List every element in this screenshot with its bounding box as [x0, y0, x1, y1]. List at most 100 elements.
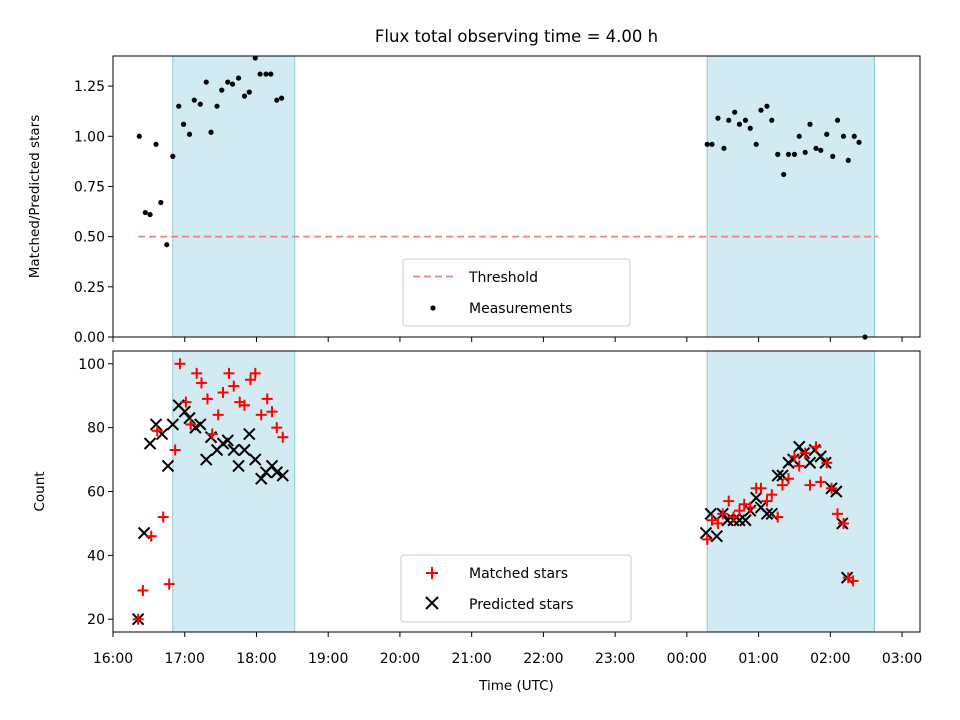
- matched-stars-legend-swatch: [426, 567, 438, 579]
- matched-star-marker: [201, 393, 213, 405]
- y-tick-label: 80: [87, 421, 105, 437]
- bottom-y-ticks: 20 40 60 80 100: [78, 357, 113, 628]
- x-tick-label: 23:00: [595, 651, 635, 667]
- measurement-point: [721, 145, 727, 151]
- measurement-point: [726, 117, 732, 123]
- matched-star-marker: [261, 393, 273, 405]
- matched-stars-markers: [132, 358, 859, 625]
- predicted-star-marker: [200, 453, 213, 466]
- top-axes-frame: [112, 55, 921, 338]
- bottom-x-ticks: 16:00 17:00 18:00 19:00 20:00 21:00 22:00 23:00…: [93, 632, 922, 667]
- measurement-point: [732, 109, 738, 115]
- matched-star-marker: [804, 479, 816, 491]
- matched-star-marker: [821, 457, 833, 469]
- predicted-star-marker: [232, 459, 245, 473]
- measurement-point: [709, 141, 715, 147]
- y-tick-label: 0.00: [74, 330, 105, 346]
- top-legend-box: [402, 258, 631, 327]
- matched-star-marker: [191, 367, 203, 379]
- predicted-star-marker: [793, 440, 806, 454]
- predicted-star-marker: [699, 526, 713, 540]
- matched-star-marker: [772, 511, 784, 523]
- matched-star-marker: [810, 441, 822, 453]
- matched-star-marker: [163, 578, 175, 590]
- x-tick-label: 16:00: [93, 651, 133, 667]
- matched-star-marker: [185, 418, 197, 430]
- matched-star-marker: [727, 511, 739, 523]
- measurement-point: [229, 81, 236, 87]
- predicted-star-marker: [238, 443, 251, 457]
- measurement-point: [769, 117, 775, 123]
- measurement-point: [781, 171, 787, 178]
- matched-star-marker: [717, 508, 729, 520]
- measurement-point: [164, 242, 170, 248]
- matched-star-marker: [777, 479, 789, 491]
- matched-star-marker: [212, 409, 224, 421]
- matched-star-marker: [169, 444, 181, 456]
- matched-star-marker: [145, 530, 157, 542]
- measurement-point: [856, 139, 862, 145]
- matched-star-marker: [137, 584, 149, 596]
- measurement-point: [263, 71, 269, 77]
- y-tick-label: 0.25: [74, 280, 105, 296]
- predicted-star-marker: [760, 507, 774, 521]
- measurement-point: [775, 151, 781, 157]
- measurement-point: [834, 117, 841, 123]
- matched-star-marker: [832, 508, 844, 520]
- matched-star-marker: [244, 374, 256, 386]
- measurement-point: [704, 141, 710, 147]
- matched-star-marker: [712, 517, 724, 529]
- measurement-point: [191, 97, 197, 103]
- measurement-point: [208, 129, 214, 135]
- matched-star-marker: [744, 501, 756, 513]
- measurement-point: [796, 133, 802, 139]
- predicted-star-marker: [739, 514, 752, 527]
- predicted-star-marker: [750, 491, 763, 505]
- predicted-star-marker: [814, 450, 827, 463]
- measurement-point: [219, 87, 225, 93]
- y-tick-label: 0.75: [74, 179, 105, 195]
- y-tick-label: 100: [78, 357, 105, 373]
- predicted-star-marker: [276, 469, 289, 482]
- measurement-point: [742, 117, 749, 123]
- matched-star-marker: [217, 387, 229, 399]
- legend-predicted-label: Predicted stars: [469, 597, 574, 613]
- matched-star-marker: [766, 489, 778, 501]
- measurement-point: [158, 199, 164, 206]
- measurement-point: [214, 103, 220, 109]
- bottom-panel: 20 40 60 80 100 16:00 17:00 18:00 19:00 20:00 21:…: [32, 350, 922, 694]
- predicted-star-marker: [143, 437, 157, 450]
- matched-star-marker: [723, 495, 735, 507]
- matched-star-marker: [706, 514, 718, 526]
- y-tick-label: 60: [87, 485, 105, 501]
- x-tick-label: 03:00: [882, 651, 922, 667]
- measurement-point: [758, 107, 764, 113]
- measurement-point: [278, 95, 285, 101]
- measurement-point: [180, 121, 187, 127]
- measurement-point: [257, 71, 263, 77]
- matched-star-marker: [266, 406, 278, 418]
- matched-star-marker: [277, 431, 289, 443]
- matched-star-marker: [788, 450, 800, 462]
- legend-matched-label: Matched stars: [469, 566, 568, 582]
- matched-star-marker: [755, 482, 767, 494]
- y-tick-label: 1.00: [74, 129, 105, 145]
- top-measurements: [136, 55, 868, 340]
- bottom-legend: Matched stars Predicted stars: [400, 554, 632, 623]
- bottom-y-axis-label: Count: [32, 471, 48, 511]
- matched-star-marker: [733, 505, 745, 517]
- measurement-point: [147, 211, 153, 218]
- matched-star-marker: [151, 425, 163, 437]
- measurement-point: [235, 75, 242, 81]
- predicted-star-marker: [243, 427, 256, 441]
- measurement-point: [136, 133, 142, 139]
- measurement-point: [197, 101, 203, 107]
- matched-star-marker: [701, 533, 713, 545]
- measurement-point: [736, 121, 743, 127]
- measurement-point: [170, 153, 176, 159]
- x-tick-label: 22:00: [523, 651, 563, 667]
- x-tick-label: 21:00: [451, 651, 491, 667]
- predicted-star-marker: [249, 453, 262, 466]
- matched-star-marker: [271, 422, 283, 434]
- y-tick-label: 1.25: [74, 79, 105, 95]
